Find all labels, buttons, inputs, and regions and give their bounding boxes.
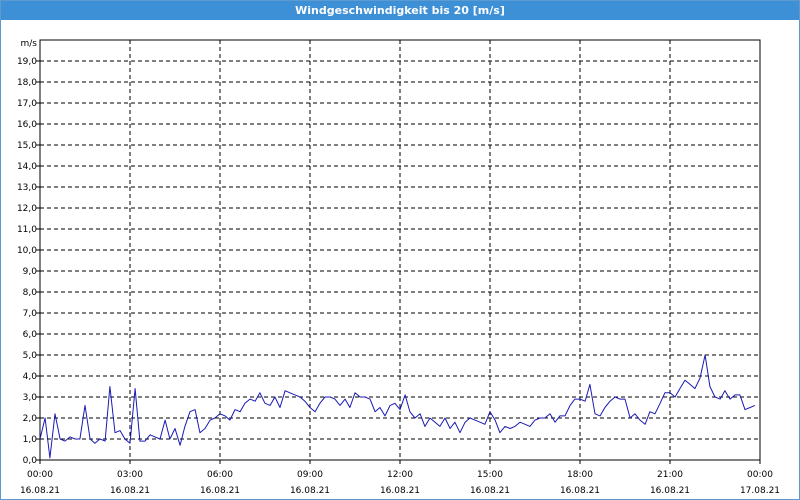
tick-layer: 0,0 1,0 2,0 3,0 4,0 5,0 6,0 7,0 8,0 9,0 10,0 11,0 12… xyxy=(17,57,780,496)
x-tick-time-label: 00:00 xyxy=(27,470,53,480)
y-tick-label: 2,0 xyxy=(23,414,38,424)
x-tick-date-label: 16.08.21 xyxy=(470,486,510,496)
y-tick-label: 7,0 xyxy=(23,309,38,319)
plot-frame xyxy=(39,39,761,461)
x-tick-time-label: 00:00 xyxy=(747,470,773,480)
window-title: Windgeschwindigkeit bis 20 [m/s] xyxy=(1,1,799,20)
x-tick-time-label: 09:00 xyxy=(297,470,323,480)
x-tick-time-label: 12:00 xyxy=(387,470,413,480)
y-tick-label: 4,0 xyxy=(23,372,38,382)
x-tick-date-label: 16.08.21 xyxy=(380,486,420,496)
x-tick-date-label: 16.08.21 xyxy=(200,486,240,496)
x-tick-date-label: 16.08.21 xyxy=(20,486,60,496)
y-tick-label: 10,0 xyxy=(17,246,37,256)
y-tick-label: 17,0 xyxy=(17,99,37,109)
y-tick-label: 5,0 xyxy=(23,351,38,361)
y-tick-label: 12,0 xyxy=(17,204,37,214)
x-tick-time-label: 06:00 xyxy=(207,470,233,480)
y-tick-label: 16,0 xyxy=(17,120,37,130)
y-tick-label: 1,0 xyxy=(23,435,38,445)
y-tick-label: 18,0 xyxy=(17,78,37,88)
y-tick-label: 0,0 xyxy=(23,456,38,466)
x-tick-time-label: 18:00 xyxy=(567,470,593,480)
y-tick-label: 19,0 xyxy=(17,57,37,67)
x-tick-time-label: 15:00 xyxy=(477,470,503,480)
y-tick-label: 8,0 xyxy=(23,288,38,298)
x-tick-time-label: 03:00 xyxy=(117,470,143,480)
x-tick-time-label: 21:00 xyxy=(657,470,683,480)
y-tick-label: 6,0 xyxy=(23,330,38,340)
x-tick-date-label: 17.08.21 xyxy=(740,486,780,496)
x-tick-date-label: 16.08.21 xyxy=(290,486,330,496)
axis-layer xyxy=(36,39,761,464)
y-tick-label: 15,0 xyxy=(17,141,37,151)
y-tick-label: 11,0 xyxy=(17,225,37,235)
x-tick-date-label: 16.08.21 xyxy=(560,486,600,496)
y-tick-label: 3,0 xyxy=(23,393,38,403)
y-tick-label: 9,0 xyxy=(23,267,38,277)
y-tick-label: 13,0 xyxy=(17,183,37,193)
x-tick-date-label: 16.08.21 xyxy=(650,486,690,496)
y-axis-label: m/s xyxy=(21,39,38,49)
grid-layer xyxy=(40,40,760,460)
wind-speed-line xyxy=(39,354,756,459)
series-layer xyxy=(39,354,756,459)
x-tick-date-label: 16.08.21 xyxy=(110,486,150,496)
y-tick-label: 14,0 xyxy=(17,162,37,172)
